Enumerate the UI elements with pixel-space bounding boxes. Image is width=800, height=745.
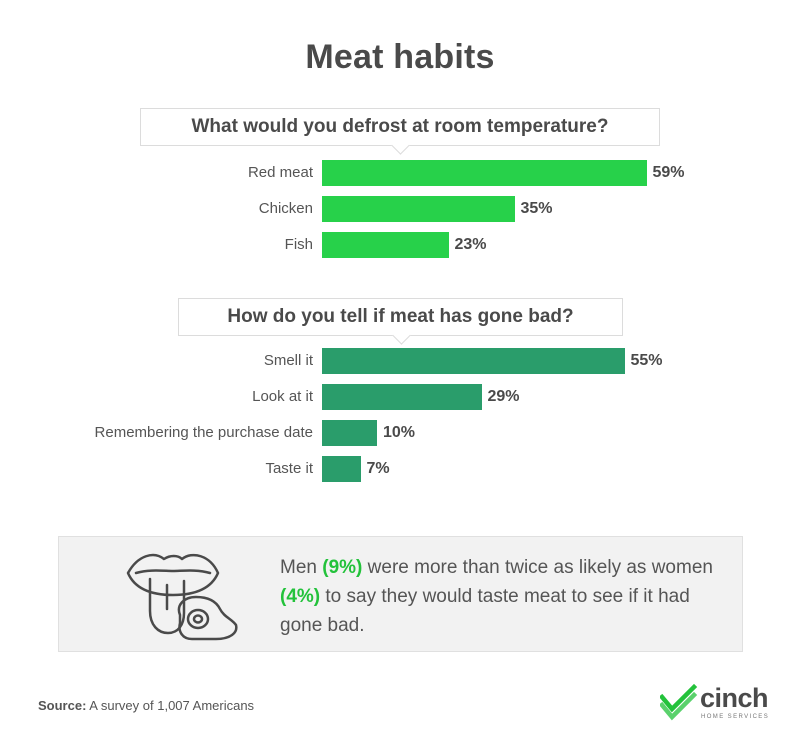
logo-wordmark: cinch (700, 683, 769, 713)
chart2-question: How do you tell if meat has gone bad? (178, 298, 623, 336)
women-percent: (4%) (280, 586, 321, 607)
cinch-logo-icon (660, 683, 698, 721)
value-label: 10% (383, 424, 416, 441)
men-percent: (9%) (322, 557, 363, 578)
bar (322, 196, 515, 222)
bar (322, 348, 625, 374)
chart1-question: What would you defrost at room temperatu… (140, 108, 660, 146)
bar (322, 232, 449, 258)
defrost-bar-chart: Red meat 59% Chicken 35% Fish 23% (0, 160, 800, 270)
category-label: Red meat (247, 164, 313, 181)
category-label: Taste it (265, 460, 313, 477)
bar (322, 160, 647, 186)
category-label: Smell it (263, 352, 313, 369)
category-label: Remembering the purchase date (94, 424, 313, 441)
category-label: Chicken (258, 200, 313, 217)
source-note: Source: A survey of 1,007 Americans (38, 698, 255, 713)
value-label: 23% (454, 236, 487, 253)
value-label: 29% (487, 388, 520, 405)
value-label: 59% (652, 164, 685, 181)
value-label: 35% (520, 200, 553, 217)
logo-tagline: HOME SERVICES (701, 714, 770, 720)
bar-row: Taste it 7% (0, 456, 800, 482)
bar-row: Red meat 59% (0, 160, 800, 186)
mouth-tongue-and-steak-icon (126, 553, 238, 641)
page-title: Meat habits (305, 38, 495, 76)
value-label: 55% (630, 352, 663, 369)
spoilage-bar-chart: Smell it 55% Look at it 29% Remembering the … (0, 348, 800, 488)
bar (322, 456, 361, 482)
category-label: Fish (284, 236, 313, 253)
category-label: Look at it (252, 388, 313, 405)
bar (322, 384, 482, 410)
bar-row: Smell it 55% (0, 348, 800, 374)
callout-text: Men (9%) were more than twice as likely … (280, 557, 713, 636)
bar (322, 420, 377, 446)
value-label: 7% (366, 460, 390, 477)
bar-row: Remembering the purchase date 10% (0, 420, 800, 446)
bar-row: Look at it 29% (0, 384, 800, 410)
bar-row: Fish 23% (0, 232, 800, 258)
bar-row: Chicken 35% (0, 196, 800, 222)
